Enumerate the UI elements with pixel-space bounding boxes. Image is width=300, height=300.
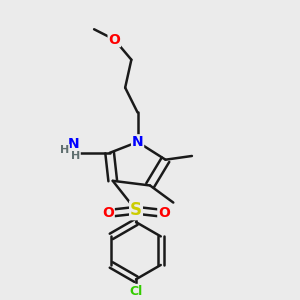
Text: N: N	[68, 137, 80, 151]
Text: S: S	[130, 201, 142, 219]
Text: O: O	[108, 32, 120, 46]
Text: O: O	[158, 206, 170, 220]
Text: H: H	[60, 145, 69, 155]
Text: H: H	[71, 151, 80, 161]
Text: O: O	[102, 206, 114, 220]
Text: N: N	[132, 135, 143, 149]
Text: Cl: Cl	[129, 285, 143, 298]
